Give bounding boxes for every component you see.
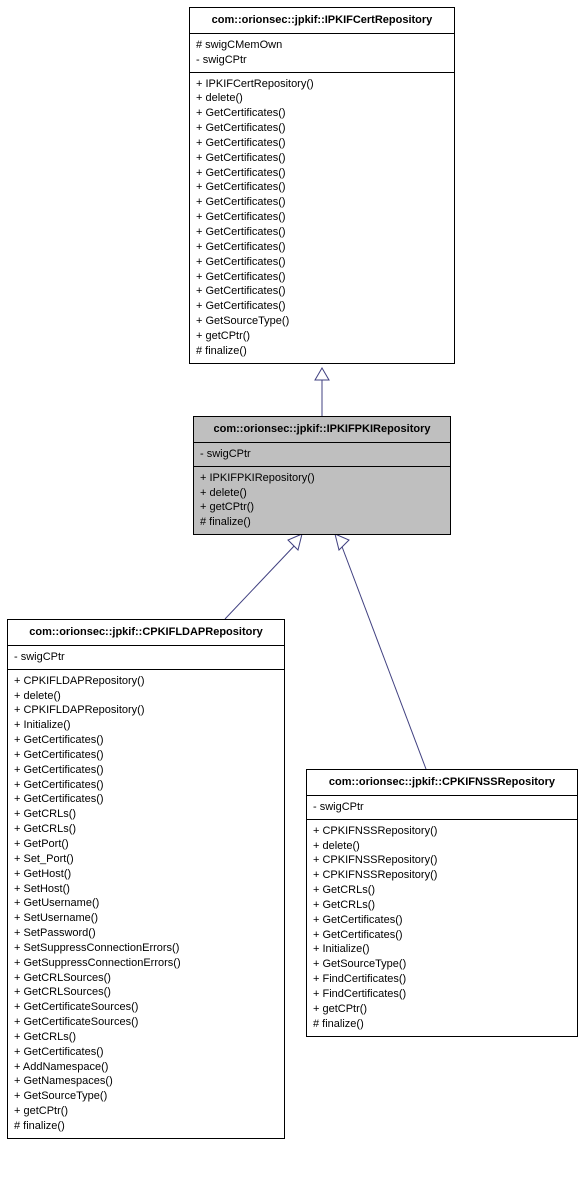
class-ipkifpkirepository: com::orionsec::jpkif::IPKIFPKIRepository…	[193, 416, 451, 535]
member-line: + GetCertificates()	[196, 299, 448, 314]
class-title: com::orionsec::jpkif::IPKIFPKIRepository	[194, 417, 450, 443]
member-line: + GetCRLs()	[313, 883, 571, 898]
member-line: + GetCertificates()	[313, 928, 571, 943]
member-line: + GetCertificates()	[196, 151, 448, 166]
member-line: + GetUsername()	[14, 896, 278, 911]
member-line: + GetCertificates()	[313, 913, 571, 928]
member-line: + CPKIFNSSRepository()	[313, 853, 571, 868]
member-line: - swigCPtr	[200, 447, 444, 462]
member-line: + GetCRLs()	[14, 1030, 278, 1045]
member-line: + GetCertificates()	[196, 180, 448, 195]
member-line: + getCPtr()	[313, 1002, 571, 1017]
class-cpkifldaprepository: com::orionsec::jpkif::CPKIFLDAPRepositor…	[7, 619, 285, 1139]
member-line: + delete()	[200, 486, 444, 501]
member-line: + GetSourceType()	[14, 1089, 278, 1104]
class-operations: + CPKIFNSSRepository()+ delete()+ CPKIFN…	[307, 820, 577, 1036]
class-operations: + CPKIFLDAPRepository()+ delete()+ CPKIF…	[8, 670, 284, 1138]
member-line: + GetCertificates()	[196, 284, 448, 299]
member-line: + GetCertificates()	[14, 792, 278, 807]
member-line: + Initialize()	[313, 942, 571, 957]
member-line: + SetPassword()	[14, 926, 278, 941]
member-line: + SetHost()	[14, 882, 278, 897]
class-title: com::orionsec::jpkif::CPKIFLDAPRepositor…	[8, 620, 284, 646]
member-line: + getCPtr()	[200, 500, 444, 515]
member-line: + GetNamespaces()	[14, 1074, 278, 1089]
class-operations: + IPKIFCertRepository()+ delete()+ GetCe…	[190, 73, 454, 363]
member-line: + delete()	[313, 839, 571, 854]
class-attributes: - swigCPtr	[8, 646, 284, 670]
class-attributes: - swigCPtr	[307, 796, 577, 820]
member-line: + GetCRLs()	[313, 898, 571, 913]
member-line: + GetCertificates()	[196, 195, 448, 210]
member-line: + GetPort()	[14, 837, 278, 852]
member-line: + GetCertificates()	[196, 270, 448, 285]
member-line: # finalize()	[200, 515, 444, 530]
class-cpkifnssrepository: com::orionsec::jpkif::CPKIFNSSRepository…	[306, 769, 578, 1037]
member-line: + GetCertificates()	[196, 136, 448, 151]
class-attributes: # swigCMemOwn- swigCPtr	[190, 34, 454, 73]
member-line: + FindCertificates()	[313, 987, 571, 1002]
member-line: # finalize()	[313, 1017, 571, 1032]
member-line: + delete()	[14, 689, 278, 704]
member-line: + GetCertificateSources()	[14, 1000, 278, 1015]
member-line: + GetCertificates()	[14, 748, 278, 763]
member-line: + IPKIFCertRepository()	[196, 77, 448, 92]
member-line: + CPKIFLDAPRepository()	[14, 674, 278, 689]
member-line: + GetCertificates()	[14, 733, 278, 748]
member-line: - swigCPtr	[196, 53, 448, 68]
inheritance-arrowhead-icon	[288, 534, 302, 550]
class-title: com::orionsec::jpkif::CPKIFNSSRepository	[307, 770, 577, 796]
member-line: + getCPtr()	[14, 1104, 278, 1119]
member-line: + GetSourceType()	[313, 957, 571, 972]
inheritance-arrowhead-icon	[335, 534, 349, 550]
member-line: + GetCertificates()	[196, 210, 448, 225]
member-line: # finalize()	[14, 1119, 278, 1134]
inheritance-arrowhead-icon	[315, 368, 329, 380]
class-operations: + IPKIFPKIRepository()+ delete()+ getCPt…	[194, 467, 450, 534]
member-line: + GetCRLs()	[14, 807, 278, 822]
member-line: + CPKIFLDAPRepository()	[14, 703, 278, 718]
member-line: + GetCertificates()	[14, 778, 278, 793]
member-line: + GetHost()	[14, 867, 278, 882]
member-line: + GetCertificates()	[14, 1045, 278, 1060]
member-line: + GetCRLSources()	[14, 971, 278, 986]
inheritance-edge	[341, 544, 426, 769]
member-line: + SetUsername()	[14, 911, 278, 926]
member-line: + GetCertificates()	[196, 255, 448, 270]
member-line: + SetSuppressConnectionErrors()	[14, 941, 278, 956]
class-title: com::orionsec::jpkif::IPKIFCertRepositor…	[190, 8, 454, 34]
member-line: + GetCertificates()	[14, 763, 278, 778]
class-attributes: - swigCPtr	[194, 443, 450, 467]
member-line: + GetSourceType()	[196, 314, 448, 329]
member-line: + GetCRLSources()	[14, 985, 278, 1000]
member-line: + GetCertificates()	[196, 166, 448, 181]
member-line: + Set_Port()	[14, 852, 278, 867]
member-line: + GetCRLs()	[14, 822, 278, 837]
member-line: + Initialize()	[14, 718, 278, 733]
member-line: - swigCPtr	[313, 800, 571, 815]
member-line: + delete()	[196, 91, 448, 106]
member-line: + CPKIFNSSRepository()	[313, 824, 571, 839]
class-ipkifcertrepository: com::orionsec::jpkif::IPKIFCertRepositor…	[189, 7, 455, 364]
member-line: + GetCertificates()	[196, 121, 448, 136]
member-line: + IPKIFPKIRepository()	[200, 471, 444, 486]
inheritance-edge	[225, 544, 296, 619]
member-line: + getCPtr()	[196, 329, 448, 344]
member-line: + GetCertificates()	[196, 240, 448, 255]
member-line: + GetCertificates()	[196, 106, 448, 121]
member-line: + GetCertificates()	[196, 225, 448, 240]
member-line: + AddNamespace()	[14, 1060, 278, 1075]
member-line: + CPKIFNSSRepository()	[313, 868, 571, 883]
member-line: + GetSuppressConnectionErrors()	[14, 956, 278, 971]
member-line: + GetCertificateSources()	[14, 1015, 278, 1030]
member-line: # swigCMemOwn	[196, 38, 448, 53]
member-line: # finalize()	[196, 344, 448, 359]
member-line: - swigCPtr	[14, 650, 278, 665]
member-line: + FindCertificates()	[313, 972, 571, 987]
uml-class-diagram: com::orionsec::jpkif::IPKIFCertRepositor…	[0, 0, 584, 1179]
